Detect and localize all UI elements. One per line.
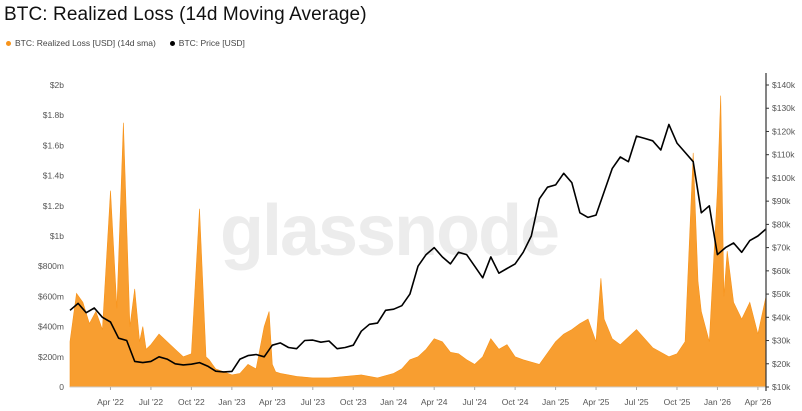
y-right-tick-label: $110k xyxy=(772,150,795,160)
legend-label-price: BTC: Price [USD] xyxy=(178,38,245,48)
y-left-tick-label: $600m xyxy=(38,291,64,301)
x-tick-label: Apr '23 xyxy=(259,397,286,407)
y-right-tick-label: $80k xyxy=(772,219,791,229)
realized-loss-area xyxy=(69,95,767,388)
y-left-tick-label: $1.2b xyxy=(43,201,65,211)
x-tick-label: Oct '22 xyxy=(178,397,205,407)
y-right-tick-label: $130k xyxy=(772,103,796,113)
y-right-tick-label: $50k xyxy=(772,289,791,299)
y-left-tick-label: $1b xyxy=(50,231,64,241)
watermark-logo: glassnode xyxy=(220,191,558,271)
y-right-tick-label: $10k xyxy=(772,382,791,392)
x-tick-label: Jul '24 xyxy=(462,397,487,407)
y-right-tick-label: $120k xyxy=(772,126,796,136)
y-right-tick-label: $60k xyxy=(772,266,791,276)
realized-loss-swatch-icon xyxy=(6,40,11,46)
y-right-tick-label: $90k xyxy=(772,196,791,206)
x-tick-label: Oct '23 xyxy=(340,397,367,407)
chart-legend: BTC: Realized Loss [USD] (14d sma) BTC: … xyxy=(6,38,245,48)
y-right-tick-label: $40k xyxy=(772,312,791,322)
x-tick-label: Apr '24 xyxy=(421,397,448,407)
y-right-tick-label: $100k xyxy=(772,173,796,183)
y-left-tick-label: $1.4b xyxy=(43,171,65,181)
x-tick-label: Oct '24 xyxy=(502,397,529,407)
y-right-tick-label: $70k xyxy=(772,243,791,253)
x-tick-label: Oct '25 xyxy=(664,397,691,407)
y-right-tick-label: $20k xyxy=(772,359,791,369)
y-left-tick-label: $200m xyxy=(38,352,64,362)
x-tick-label: Jul '22 xyxy=(139,397,164,407)
y-left-tick-label: $1.8b xyxy=(43,110,65,120)
y-left-tick-label: $1.6b xyxy=(43,140,65,150)
legend-label-realized-loss: BTC: Realized Loss [USD] (14d sma) xyxy=(15,38,156,48)
y-right-tick-label: $140k xyxy=(772,80,796,90)
x-tick-label: Jul '25 xyxy=(624,397,649,407)
x-tick-label: Jul '23 xyxy=(301,397,326,407)
chart-title: BTC: Realized Loss (14d Moving Average) xyxy=(4,4,367,25)
price-line xyxy=(69,123,767,373)
y-left-tick-label: $2b xyxy=(50,80,64,90)
x-tick-label: Jan '25 xyxy=(542,397,569,407)
x-tick-label: Jan '26 xyxy=(704,397,731,407)
y-left-tick-label: $800m xyxy=(38,261,64,271)
y-left-tick-label: $400m xyxy=(38,322,64,332)
price-swatch-icon xyxy=(169,40,175,46)
x-tick-label: Jan '24 xyxy=(380,397,407,407)
y-right-tick-label: $30k xyxy=(772,336,791,346)
x-tick-label: Apr '26 xyxy=(745,397,772,407)
legend-item-price[interactable]: BTC: Price [USD] xyxy=(169,38,245,48)
x-tick-label: Jan '23 xyxy=(218,397,245,407)
y-left-tick-label: 0 xyxy=(59,382,64,392)
x-tick-label: Apr '25 xyxy=(583,397,610,407)
x-tick-label: Apr '22 xyxy=(97,397,124,407)
legend-item-realized-loss[interactable]: BTC: Realized Loss [USD] (14d sma) xyxy=(6,38,156,48)
